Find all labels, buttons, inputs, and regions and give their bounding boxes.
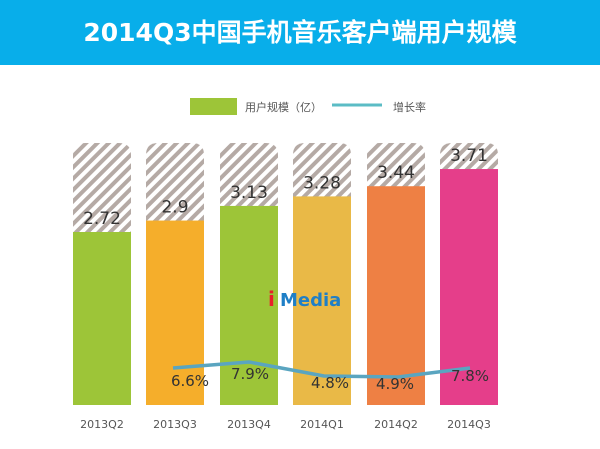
bar-value-label: 3.44 bbox=[377, 163, 415, 183]
x-tick-label: 2013Q2 bbox=[80, 418, 124, 431]
x-tick-label: 2014Q2 bbox=[374, 418, 418, 431]
watermark-logo-media: Media bbox=[280, 290, 341, 311]
bar bbox=[293, 196, 351, 405]
bar bbox=[440, 169, 498, 405]
legend-label-line: 增长率 bbox=[393, 100, 426, 114]
bar-value-label: 3.28 bbox=[303, 173, 341, 193]
x-tick-label: 2013Q3 bbox=[153, 418, 197, 431]
legend-label-bars: 用户规模（亿） bbox=[245, 100, 322, 114]
line-value-label: 6.6% bbox=[171, 372, 209, 390]
bar-value-label: 2.9 bbox=[161, 198, 188, 218]
bar-value-label: 3.13 bbox=[230, 183, 268, 203]
x-tick-label: 2014Q3 bbox=[447, 418, 491, 431]
bar bbox=[146, 220, 204, 405]
bar-value-label: 3.71 bbox=[450, 146, 488, 166]
page-title: 2014Q3中国手机音乐客户端用户规模 bbox=[0, 0, 600, 65]
growth-line bbox=[172, 360, 471, 379]
bar bbox=[220, 205, 278, 405]
line-value-label: 4.8% bbox=[311, 374, 349, 392]
bar bbox=[367, 186, 425, 405]
bar-value-label: 2.72 bbox=[83, 209, 121, 229]
line-value-label: 4.9% bbox=[376, 375, 414, 393]
x-tick-label: 2014Q1 bbox=[300, 418, 344, 431]
line-value-label: 7.9% bbox=[231, 365, 269, 383]
legend-swatch-bars bbox=[190, 98, 237, 115]
line-value-label: 7.8% bbox=[451, 367, 489, 385]
x-tick-label: 2013Q4 bbox=[227, 418, 271, 431]
watermark-logo-i: i bbox=[268, 287, 275, 311]
bar bbox=[73, 232, 131, 405]
